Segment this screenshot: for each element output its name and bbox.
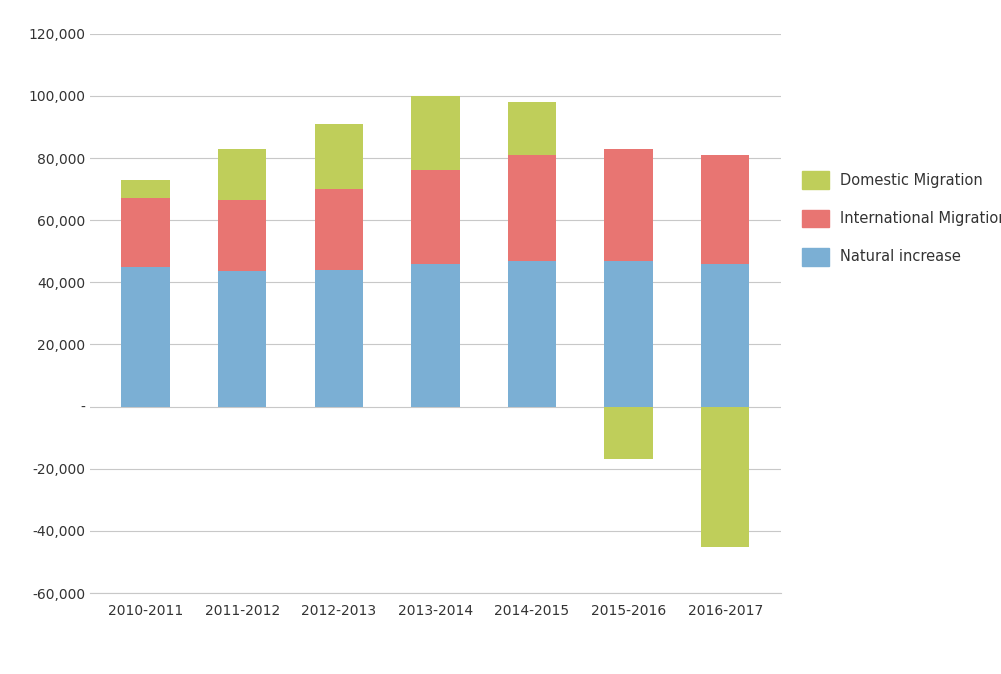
Bar	[314, 270, 363, 406]
Bar	[218, 272, 266, 406]
Bar	[605, 261, 653, 406]
Bar	[605, 149, 653, 261]
Legend: Domestic Migration, International Migration, Natural increase: Domestic Migration, International Migrat…	[795, 164, 1001, 273]
Bar	[218, 200, 266, 272]
Bar	[508, 261, 557, 406]
Bar	[701, 155, 750, 264]
Bar	[605, 406, 653, 460]
Bar	[701, 264, 750, 406]
Bar	[314, 189, 363, 270]
Bar	[508, 102, 557, 155]
Bar	[701, 406, 750, 547]
Bar	[411, 171, 459, 264]
Bar	[121, 198, 170, 267]
Bar	[314, 124, 363, 189]
Bar	[411, 96, 459, 171]
Bar	[121, 267, 170, 406]
Bar	[121, 180, 170, 198]
Bar	[411, 264, 459, 406]
Bar	[218, 149, 266, 200]
Bar	[508, 155, 557, 261]
